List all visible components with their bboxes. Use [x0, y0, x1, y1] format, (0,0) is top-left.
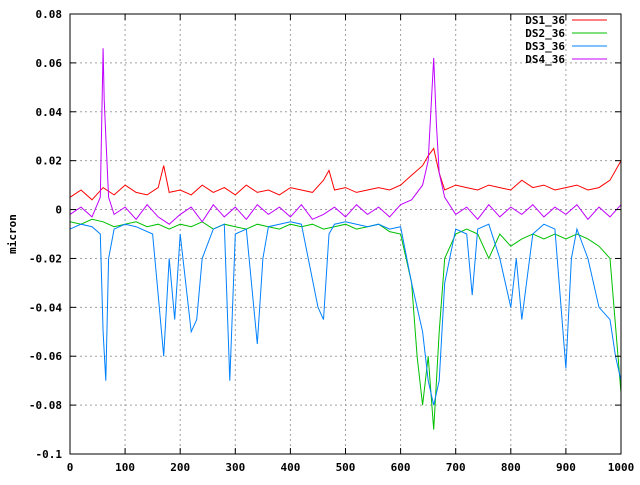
- x-tick-label: 900: [556, 461, 576, 474]
- legend-label: DS4_36: [525, 53, 565, 66]
- series-line-ds1-36: [69, 147, 622, 201]
- y-tick-label: -0.04: [29, 301, 62, 314]
- grid: [70, 14, 621, 454]
- y-tick-label: 0: [55, 204, 62, 217]
- y-axis-label: micron: [6, 214, 19, 254]
- x-tick-label: 400: [280, 461, 300, 474]
- x-tick-label: 300: [225, 461, 245, 474]
- series-line-ds4-36: [69, 48, 622, 225]
- x-tick-label: 1000: [608, 461, 635, 474]
- y-tick-label: -0.1: [36, 448, 63, 461]
- y-tick-label: 0.06: [36, 57, 63, 70]
- legend-label: DS2_36: [525, 27, 565, 40]
- legend-label: DS1_36: [525, 14, 565, 27]
- y-tick-label: -0.02: [29, 252, 62, 265]
- x-tick-label: 800: [501, 461, 521, 474]
- y-tick-label: -0.08: [29, 399, 62, 412]
- y-tick-label: 0.02: [36, 155, 63, 168]
- axis-ticks: 0 100 200 300 400 500 600 700 800 900 1000 -0.1 -0.0…: [29, 8, 634, 474]
- x-tick-label: 200: [170, 461, 190, 474]
- x-tick-label: 600: [391, 461, 411, 474]
- series-group: [69, 48, 622, 430]
- x-tick-label: 0: [67, 461, 74, 474]
- legend-label: DS3_36: [525, 40, 565, 53]
- series-line-ds3-36: [69, 221, 622, 406]
- y-tick-label: 0.08: [36, 8, 63, 21]
- y-tick-label: -0.06: [29, 350, 62, 363]
- x-tick-label: 500: [336, 461, 356, 474]
- y-tick-label: 0.04: [36, 106, 63, 119]
- x-tick-label: 700: [446, 461, 466, 474]
- x-tick-label: 100: [115, 461, 135, 474]
